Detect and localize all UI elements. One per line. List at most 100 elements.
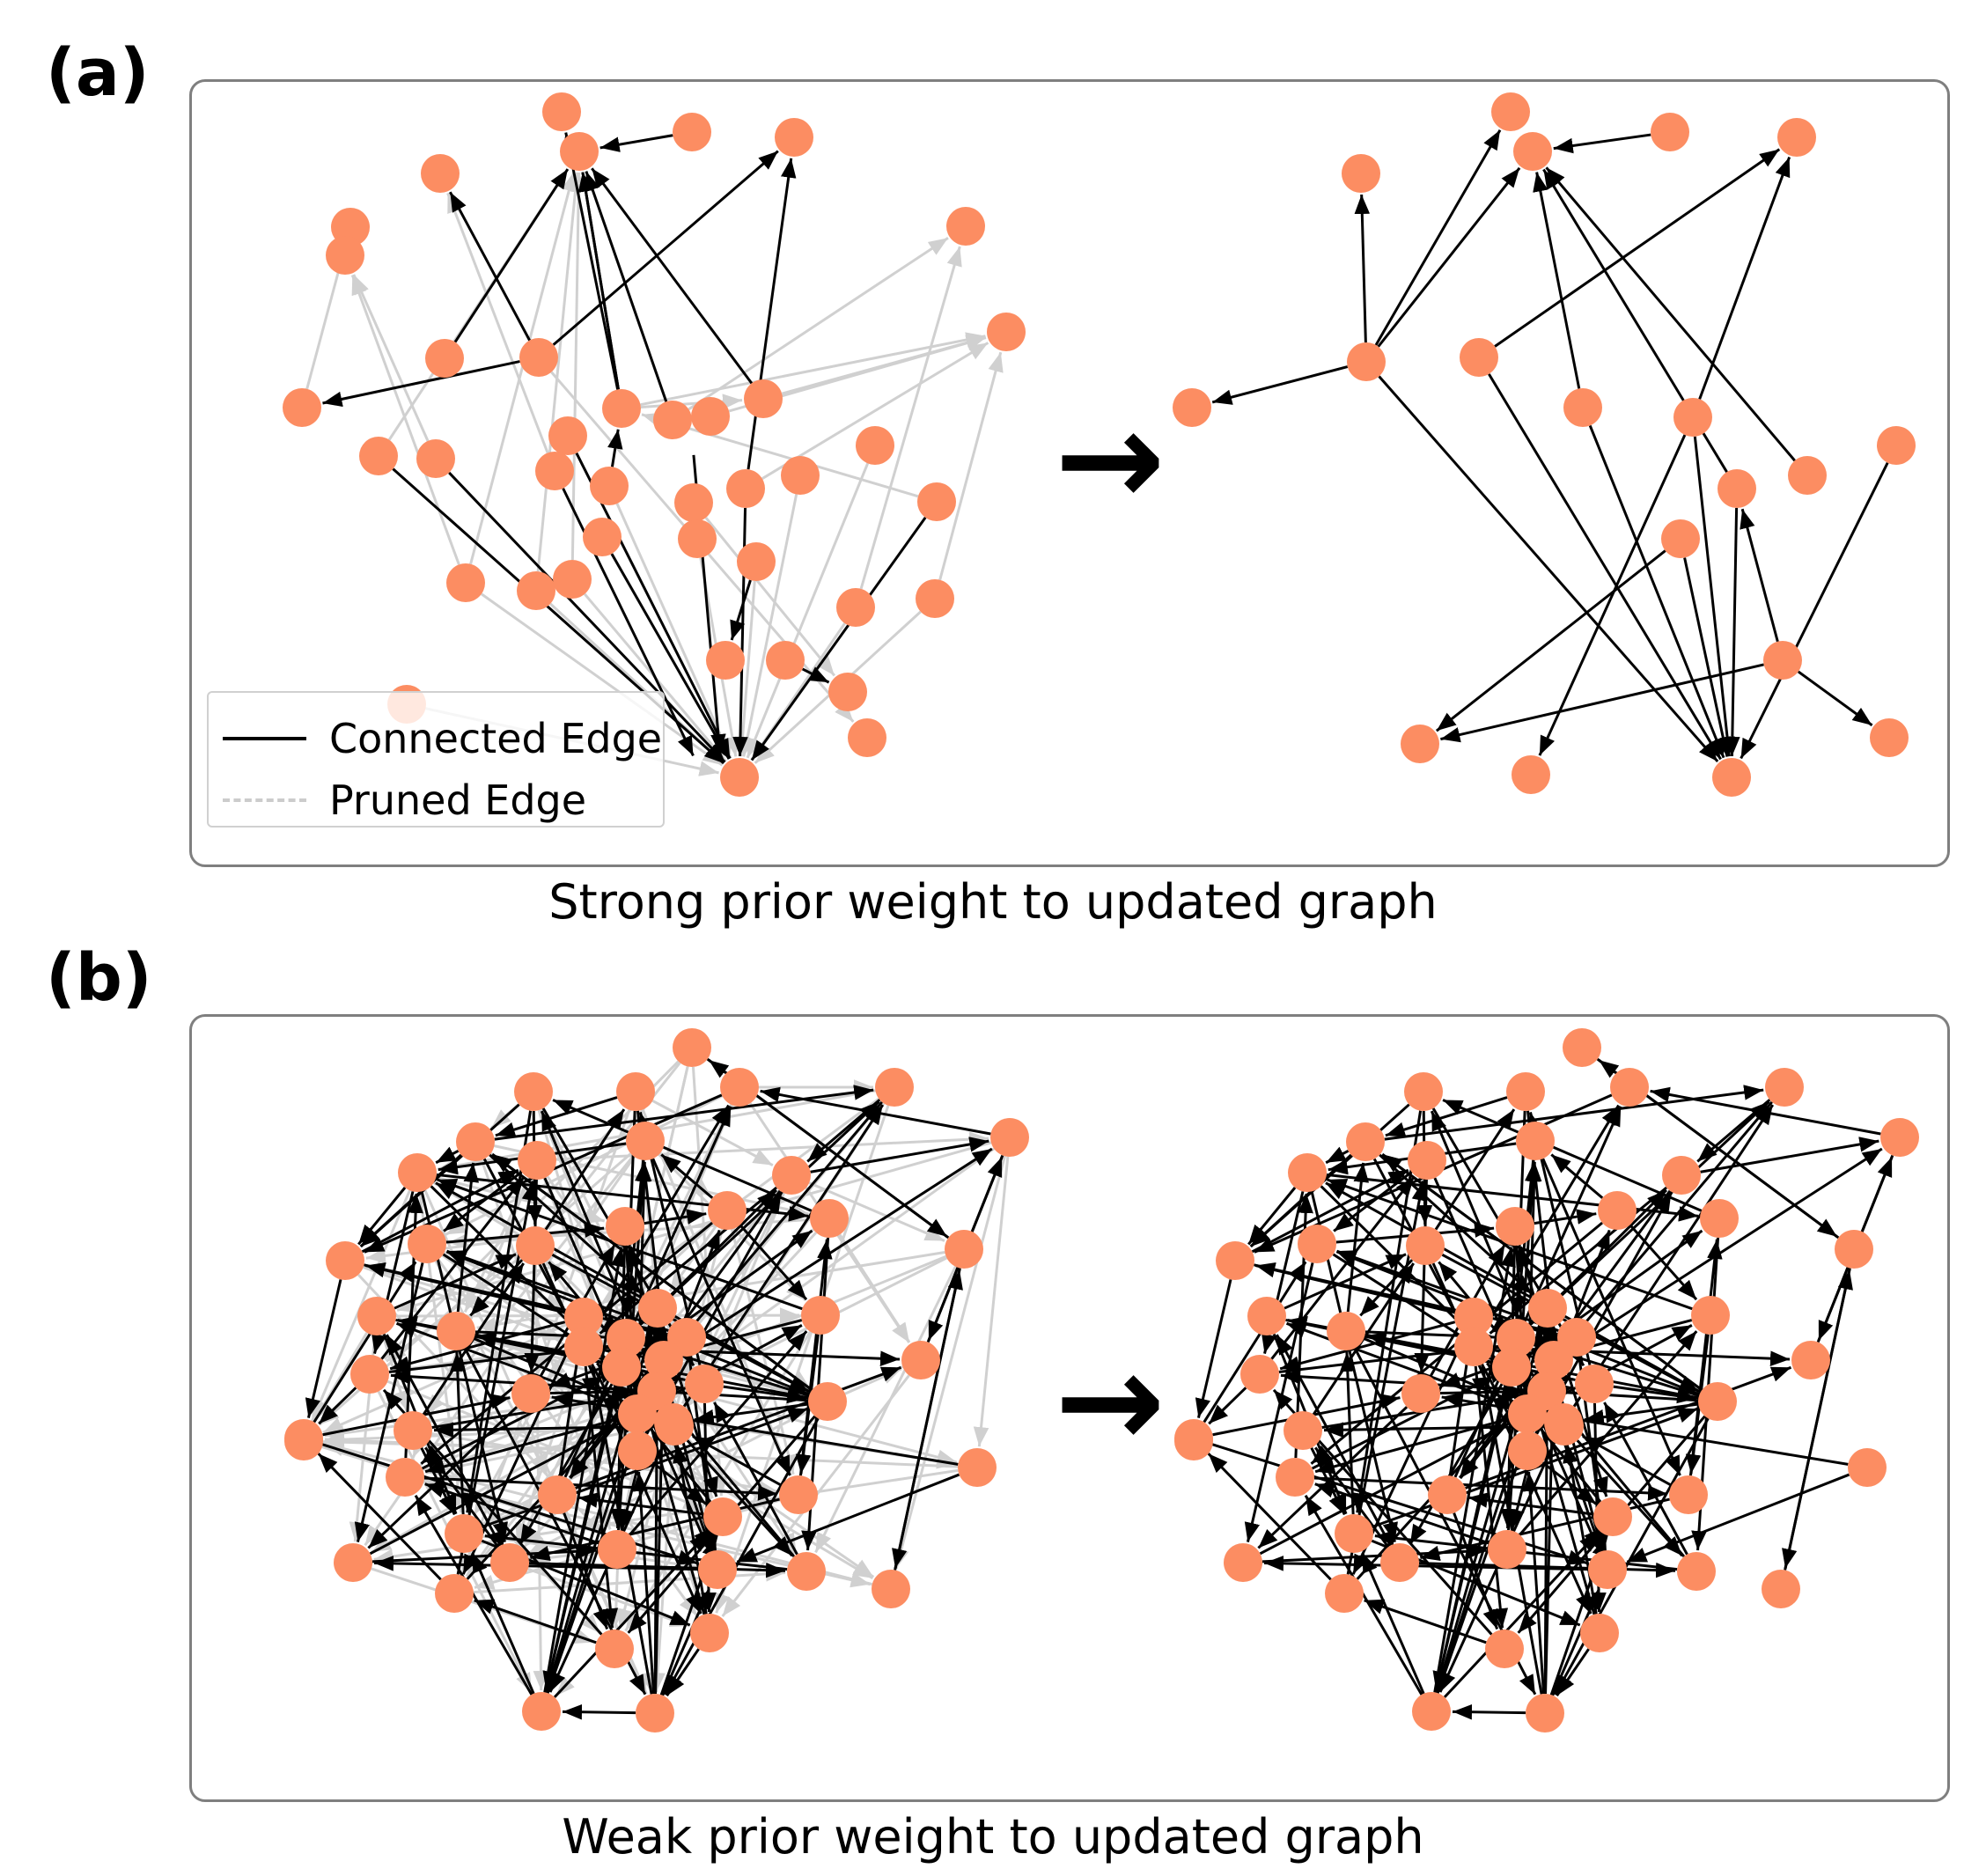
connected-edge-b xyxy=(435,1146,460,1165)
node-a-left xyxy=(542,92,581,131)
node-a-left xyxy=(416,439,455,478)
node-b-right xyxy=(1528,1289,1567,1328)
node-b-right xyxy=(1662,1156,1701,1195)
node-b-left xyxy=(386,1458,424,1497)
pruned-edge-b xyxy=(363,1266,564,1342)
node-b-right xyxy=(1691,1296,1730,1335)
pruned-edge-b xyxy=(365,1227,607,1264)
pruned-edge-a xyxy=(938,351,1004,581)
node-b-left xyxy=(538,1475,577,1514)
node-b-left xyxy=(284,1419,323,1458)
connected-edge-b-right xyxy=(1284,1253,1407,1310)
node-a-right xyxy=(1718,469,1756,508)
connected-edge-b xyxy=(686,1439,793,1557)
connected-edge-b-right xyxy=(1603,1401,1688,1556)
node-a-right xyxy=(1513,132,1552,171)
node-b-left xyxy=(511,1374,550,1413)
node-b-left xyxy=(644,1341,683,1379)
connected-edge-a-right xyxy=(1494,148,1781,348)
pruned-edge-b xyxy=(555,1131,989,1161)
connected-edge-b xyxy=(357,1187,407,1246)
connected-edge-b xyxy=(723,1385,807,1404)
connected-edge-b xyxy=(639,1100,880,1327)
node-a-left xyxy=(553,560,592,599)
node-b-right xyxy=(1276,1458,1314,1497)
connected-edge-b-right xyxy=(1569,1147,1883,1351)
node-b-left xyxy=(720,1068,759,1107)
node-a-left xyxy=(836,588,875,627)
panel-b-caption: Weak prior weight to updated graph xyxy=(562,1809,1424,1865)
connected-edge-a-right xyxy=(1211,365,1349,405)
connected-edge-b xyxy=(305,1279,342,1418)
node-b-left xyxy=(518,1141,556,1180)
node-a-right xyxy=(1347,342,1386,381)
legend: Connected Edge Pruned Edge xyxy=(207,691,665,828)
node-b-right xyxy=(1335,1514,1373,1553)
node-b-left xyxy=(779,1475,818,1514)
node-a-right xyxy=(1788,456,1827,495)
node-b-left xyxy=(514,1072,553,1111)
node-a-right xyxy=(1491,92,1530,131)
node-b-left xyxy=(564,1298,603,1336)
node-b-right xyxy=(1406,1226,1445,1265)
node-a-left xyxy=(691,397,730,436)
node-a-left xyxy=(674,483,713,522)
node-a-left xyxy=(421,154,460,193)
connected-edge-b xyxy=(694,1402,809,1425)
node-b-right xyxy=(1216,1241,1254,1280)
connected-edge-b xyxy=(592,1104,730,1331)
connected-edge-b-right xyxy=(1473,1337,1543,1695)
connected-edge-b xyxy=(317,1453,442,1581)
pruned-edge-a xyxy=(352,274,430,442)
connected-edge-b xyxy=(544,1108,626,1231)
connected-edge-b-right xyxy=(1696,1099,1771,1163)
connected-edge-b-right xyxy=(1560,1188,1668,1296)
pruned-edge-a xyxy=(688,236,949,411)
connected-edge-a xyxy=(448,471,726,763)
node-b-right xyxy=(1240,1355,1279,1394)
node-a-left xyxy=(678,519,717,558)
node-b-left xyxy=(810,1199,849,1238)
node-b-left xyxy=(398,1153,437,1192)
connected-edge-a xyxy=(577,172,620,390)
legend-pruned-label: Pruned Edge xyxy=(329,776,587,824)
node-b-right xyxy=(1698,1382,1737,1421)
node-a-left xyxy=(326,236,364,275)
connected-edge-b-right xyxy=(1304,1494,1423,1696)
pruned-edge-b xyxy=(715,1105,890,1614)
node-b-left xyxy=(490,1543,529,1582)
legend-item-pruned: Pruned Edge xyxy=(209,774,663,827)
node-b-left xyxy=(618,1394,657,1433)
pruned-edge-b xyxy=(435,1176,606,1225)
node-a-left xyxy=(917,482,956,521)
node-b-left xyxy=(901,1341,940,1379)
connected-edge-b-right xyxy=(1529,1100,1770,1327)
node-b-right xyxy=(1610,1068,1649,1107)
node-b-left xyxy=(808,1382,847,1421)
node-b-right xyxy=(1408,1141,1446,1180)
node-b-left xyxy=(690,1614,729,1652)
connected-edge-b-right xyxy=(1629,1224,1698,1301)
connected-edge-b-right xyxy=(1650,1086,1881,1136)
pruned-edge-a xyxy=(704,517,836,677)
node-b-left xyxy=(564,1328,603,1366)
connected-edge-a-right xyxy=(1683,557,1731,757)
node-b-left xyxy=(787,1552,826,1591)
pruned-edge-b xyxy=(431,1432,778,1497)
connected-edge-b xyxy=(361,1168,519,1254)
connected-edge-b-right xyxy=(1325,1146,1350,1165)
connected-edge-b-right xyxy=(1526,1161,1542,1395)
connected-edge-a xyxy=(552,150,779,346)
node-a-left xyxy=(283,388,321,427)
connected-edge-b xyxy=(318,1387,357,1425)
node-a-left xyxy=(987,313,1026,351)
pruned-edge-a xyxy=(536,172,584,572)
connected-edge-b-right xyxy=(1257,1406,1409,1549)
node-b-right xyxy=(1506,1072,1545,1111)
node-a-left xyxy=(560,132,599,171)
connected-edge-b-right xyxy=(1452,1703,1526,1720)
node-b-right xyxy=(1508,1431,1547,1470)
node-b-right xyxy=(1174,1419,1213,1458)
node-b-right xyxy=(1346,1122,1385,1161)
pruned-edge-a xyxy=(640,332,986,407)
